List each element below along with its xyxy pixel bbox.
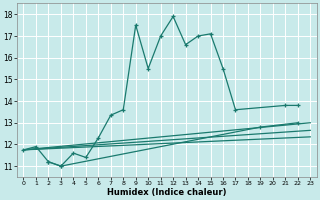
X-axis label: Humidex (Indice chaleur): Humidex (Indice chaleur)	[107, 188, 227, 197]
